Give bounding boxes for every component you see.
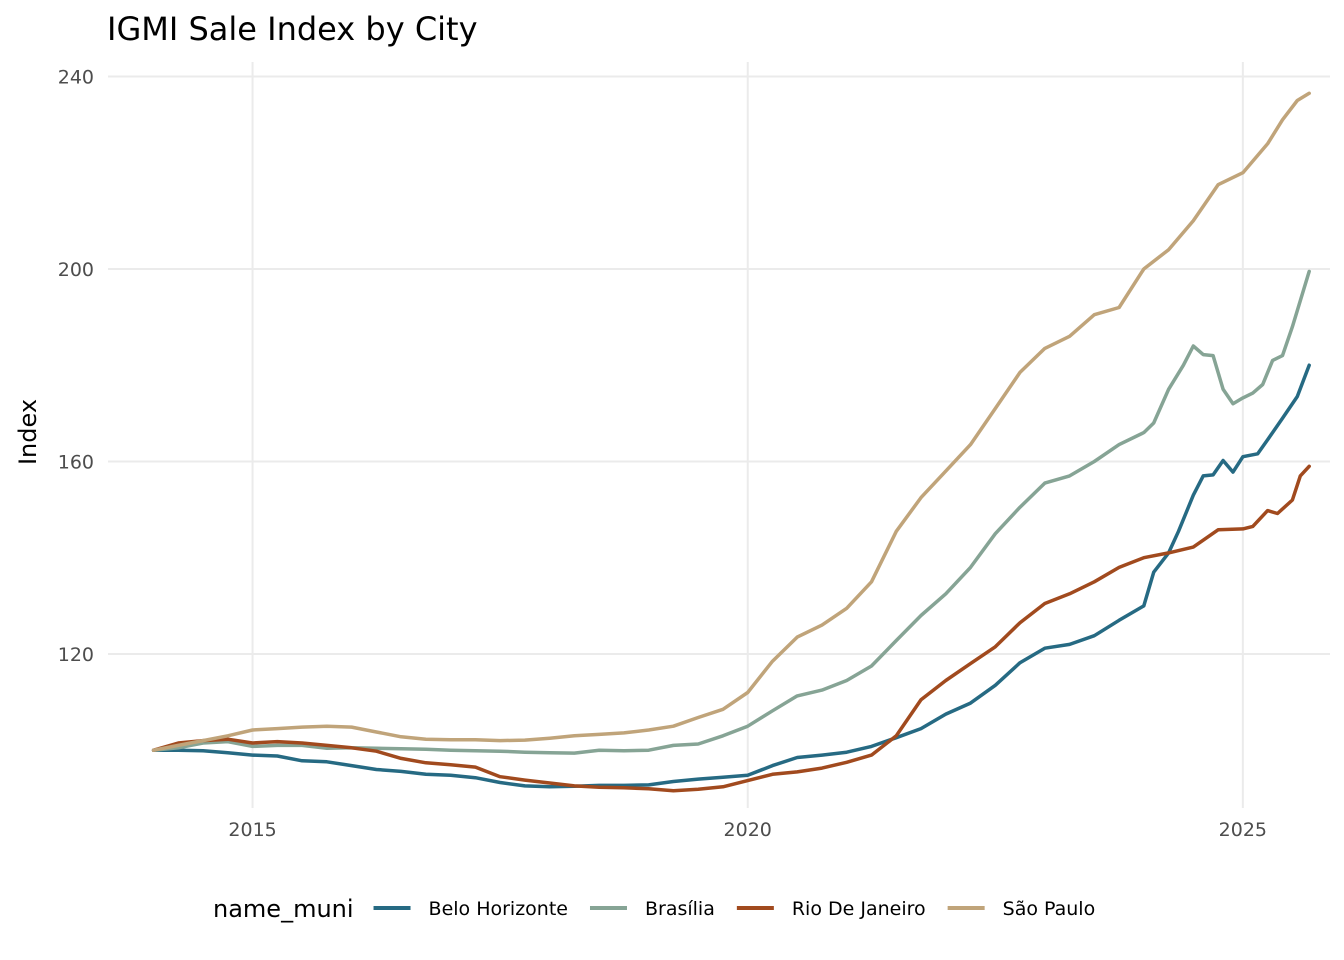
y-axis-ticks: 120 160 200 240 — [58, 66, 94, 666]
x-tick-label: 2015 — [228, 819, 276, 841]
legend-label-bras-lia: Brasília — [645, 898, 715, 920]
x-tick-label: 2020 — [724, 819, 772, 841]
y-axis-title: Index — [14, 399, 42, 465]
series-line-belo-horizonte — [151, 363, 1311, 789]
y-tick-label: 160 — [58, 451, 94, 473]
series-line-rio-de-janeiro — [151, 464, 1311, 793]
series-line-bras-lia — [151, 269, 1311, 755]
chart-title: IGMI Sale Index by City — [107, 10, 478, 48]
x-axis-ticks: 2015 2020 2025 — [228, 819, 1267, 841]
y-tick-label: 240 — [58, 66, 94, 88]
y-tick-label: 120 — [58, 644, 94, 666]
legend-label-rio-de-janeiro: Rio De Janeiro — [792, 898, 926, 920]
series-line-s-o-paulo — [151, 91, 1311, 752]
legend-label-s-o-paulo: São Paulo — [1003, 898, 1096, 920]
legend-title: name_muni — [213, 895, 354, 923]
y-tick-label: 200 — [58, 259, 94, 281]
gridlines — [108, 62, 1330, 808]
series-lines — [151, 91, 1311, 793]
legend: name_muni Belo Horizonte Brasília Rio De J… — [213, 895, 1095, 923]
x-tick-label: 2025 — [1219, 819, 1267, 841]
legend-label-belo-horizonte: Belo Horizonte — [429, 898, 568, 920]
